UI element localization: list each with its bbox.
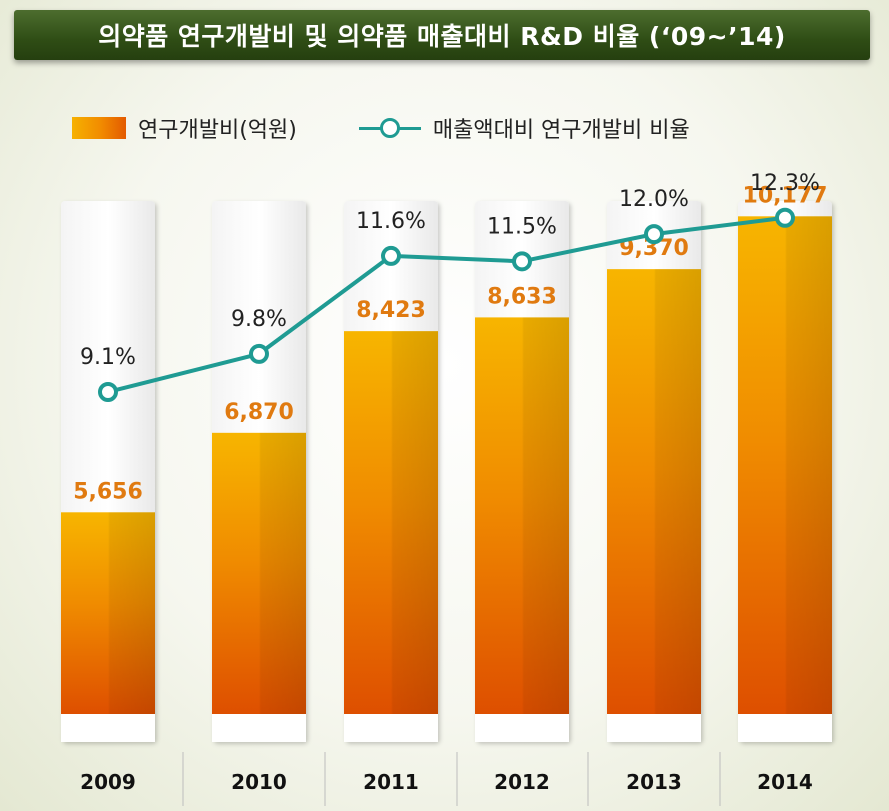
legend-line-label: 매출액대비 연구개발비 비율 [432, 118, 690, 143]
bar-shade [344, 331, 438, 714]
ratio-value-label: 11.5% [487, 214, 557, 239]
bar-shade [212, 432, 306, 714]
bar-base [607, 714, 701, 742]
legend-bar-label: 연구개발비(억원) [138, 118, 297, 143]
bar-value-label: 8,633 [487, 284, 557, 309]
legend-bar-swatch [72, 117, 126, 139]
x-tick-label: 2009 [80, 770, 136, 794]
bar-base [344, 714, 438, 742]
bar-shade [475, 317, 569, 714]
x-tick-label: 2014 [757, 770, 813, 794]
bar-shade [607, 269, 701, 714]
bar-base [212, 714, 306, 742]
bar-value-label: 10,177 [743, 183, 828, 208]
bar-value-label: 5,656 [73, 479, 143, 504]
bar-shade [738, 216, 832, 714]
bar-column-2011: 8,423 [344, 201, 438, 742]
bar-column-2014: 10,177 [738, 183, 832, 742]
x-tick-label: 2010 [231, 770, 287, 794]
ratio-value-label: 9.8% [231, 307, 287, 332]
x-tick-label: 2013 [626, 770, 682, 794]
bar-value-label: 8,423 [356, 298, 426, 323]
bar-column-2009: 5,656 [61, 201, 155, 742]
bar-value-label: 6,870 [224, 400, 294, 425]
bar-column-2012: 8,633 [475, 201, 569, 742]
bar-column-2010: 6,870 [212, 201, 306, 742]
legend-line-swatch [358, 117, 421, 139]
ratio-point-2011 [381, 245, 401, 266]
bar-column-2013: 9,370 [607, 201, 701, 742]
bar-base [475, 714, 569, 742]
bar-base [738, 714, 832, 742]
ratio-point-2014 [775, 207, 795, 228]
chart-title: 의약품 연구개발비 및 의약품 매출대비 R&D 비율 (‘09~’14) [98, 22, 786, 51]
ratio-point-2009 [98, 381, 118, 402]
ratio-line [107, 215, 786, 394]
ratio-value-label: 9.1% [80, 345, 136, 370]
bar-base [61, 714, 155, 742]
chart-legend: 연구개발비(억원) 매출액대비 연구개발비 비율 [72, 110, 690, 146]
bar-shade [61, 512, 155, 714]
ratio-value-label: 12.3% [750, 171, 820, 196]
ratio-value-label: 12.0% [619, 187, 689, 212]
x-tick-label: 2012 [494, 770, 550, 794]
ratio-point-2013 [644, 224, 664, 245]
x-tick-label: 2011 [363, 770, 419, 794]
ratio-point-2010 [249, 343, 269, 364]
chart-title-banner: 의약품 연구개발비 및 의약품 매출대비 R&D 비율 (‘09~’14) [14, 10, 870, 60]
ratio-point-2012 [512, 251, 532, 272]
ratio-value-label: 11.6% [356, 209, 426, 234]
